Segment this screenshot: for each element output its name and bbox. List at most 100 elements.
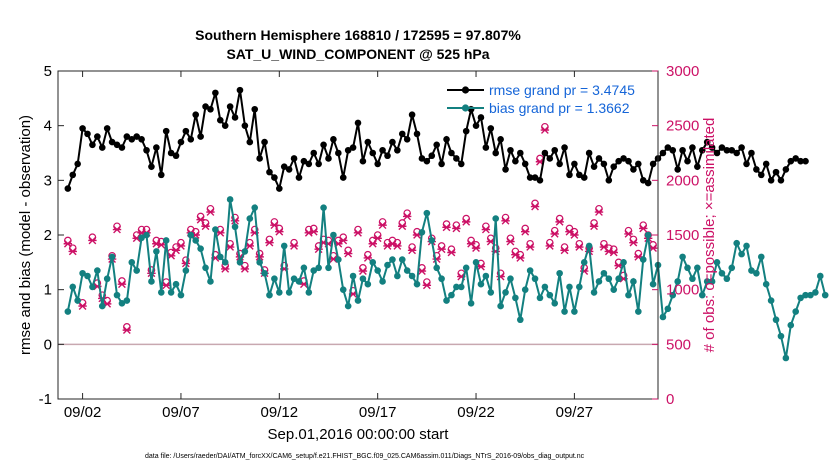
rmse-point — [630, 166, 637, 173]
obs-assimilated-point — [530, 202, 540, 211]
bias-point — [118, 300, 126, 307]
bias-point — [708, 278, 716, 285]
rmse-point — [723, 146, 731, 154]
rmse-point — [625, 157, 632, 165]
rmse-point — [266, 168, 273, 176]
bias-point — [561, 308, 568, 315]
bias-point — [143, 231, 150, 239]
bias-point — [379, 278, 386, 285]
rmse-point — [182, 127, 190, 135]
bias-point — [502, 289, 509, 296]
rmse-point — [423, 157, 431, 165]
rmse-point — [757, 171, 765, 179]
obs-assimilated-point — [275, 227, 284, 236]
rmse-point — [394, 146, 401, 154]
bias-point — [315, 264, 322, 272]
rmse-point — [536, 177, 544, 184]
obs-assimilated-point — [240, 264, 250, 273]
obs-assimilated-point — [555, 217, 564, 226]
obs-assimilated-point — [206, 208, 215, 216]
legend: rmse grand pr = 3.4745 bias grand pr = 1… — [447, 82, 635, 116]
bias-point — [753, 269, 760, 277]
rmse-point — [797, 157, 804, 165]
rmse-point — [162, 127, 170, 135]
rmse-point — [374, 160, 381, 168]
rmse-point — [428, 152, 436, 160]
y-tick-label: 3 — [44, 172, 52, 189]
legend-rmse-marker — [461, 86, 470, 94]
bias-point — [457, 283, 465, 291]
bias-point — [369, 259, 377, 266]
bias-point — [339, 286, 347, 293]
obs-assimilated-point — [629, 238, 638, 247]
obs-assimilated-point — [442, 223, 451, 232]
obs-assimilated-point — [88, 236, 97, 245]
bias-point — [344, 302, 352, 310]
bias-point — [157, 289, 165, 296]
rmse-point — [551, 146, 559, 154]
bias-point — [580, 259, 588, 266]
rmse-point — [256, 155, 263, 162]
bias-point — [320, 204, 327, 211]
rmse-point — [69, 171, 77, 179]
rmse-point — [310, 149, 318, 157]
obs-assimilated-point — [506, 237, 515, 246]
rmse-point — [349, 144, 357, 151]
bias-point — [172, 280, 180, 288]
bias-point — [153, 248, 160, 255]
rmse-point — [502, 166, 509, 173]
bias-point — [231, 223, 239, 231]
rmse-point — [295, 174, 303, 181]
obs-assimilated-point — [521, 227, 530, 236]
bias-point — [84, 272, 91, 280]
bias-point — [182, 267, 190, 274]
rmse-point — [787, 157, 795, 165]
bias-point — [128, 259, 136, 266]
y-tick-label: 4 — [44, 118, 52, 135]
x-tick-label: 09/22 — [457, 404, 495, 421]
bias-point — [74, 297, 81, 304]
bias-point — [261, 269, 268, 277]
rmse-point — [197, 133, 204, 140]
bias-point — [103, 275, 111, 283]
rmse-point — [408, 111, 416, 119]
rmse-point — [241, 122, 249, 129]
obs-assimilated-point — [609, 248, 618, 257]
rmse-point — [413, 130, 421, 138]
rmse-point — [615, 157, 622, 165]
bias-point — [718, 269, 726, 277]
bias-point — [226, 196, 234, 203]
y-tick-label: 5 — [44, 63, 52, 80]
bias-point — [138, 234, 145, 242]
bias-point — [482, 272, 490, 280]
rmse-point — [635, 160, 642, 168]
bias-point — [256, 259, 263, 266]
rmse-point — [207, 105, 214, 113]
bias-point — [516, 316, 524, 324]
rmse-point — [679, 146, 686, 154]
bias-point — [438, 275, 445, 283]
bias-point — [64, 308, 72, 315]
rmse-point — [79, 125, 86, 132]
bias-point — [556, 269, 563, 277]
rmse-point — [418, 155, 426, 162]
rmse-point — [512, 157, 519, 165]
obs-assimilated-point — [221, 264, 230, 273]
bias-point — [354, 297, 362, 304]
bias-point — [703, 278, 711, 285]
obs-assimilated-point — [68, 247, 77, 256]
bias-point — [384, 261, 391, 269]
rmse-point — [64, 185, 72, 192]
x-tick-label: 09/07 — [162, 404, 200, 421]
rmse-point — [728, 146, 736, 154]
bias-point — [546, 291, 554, 299]
legend-bias-label: bias grand pr = 1.3662 — [489, 100, 630, 116]
bias-point — [266, 291, 273, 299]
rmse-point — [708, 144, 716, 151]
obs-assimilated-point — [393, 242, 402, 250]
bias-point — [241, 248, 249, 255]
bias-point — [772, 316, 780, 324]
rmse-point — [221, 122, 229, 129]
rmse-point — [526, 174, 534, 181]
